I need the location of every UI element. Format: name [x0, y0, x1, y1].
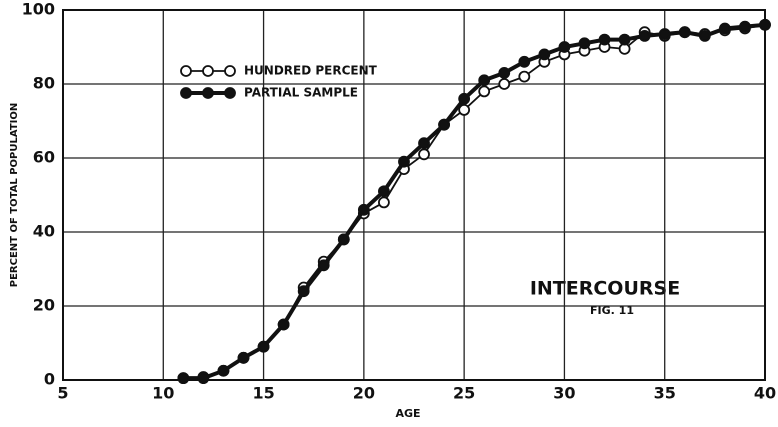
annotation: FIG. 11	[590, 304, 634, 317]
y-tick-label: 40	[33, 222, 55, 241]
legend-label: PARTIAL SAMPLE	[244, 86, 358, 100]
data-point	[478, 74, 491, 87]
plot-frame	[62, 9, 766, 381]
y-tick-label: 100	[22, 0, 55, 19]
data-point	[277, 318, 290, 331]
legend-marker	[224, 65, 236, 77]
x-tick-label: 25	[453, 384, 475, 403]
legend-marker	[180, 87, 192, 99]
data-point	[739, 20, 751, 33]
data-point	[518, 70, 531, 83]
data-point	[217, 364, 230, 377]
data-point	[418, 137, 430, 150]
data-point	[257, 340, 270, 353]
series-line	[183, 23, 766, 380]
legend-label: HUNDRED PERCENT	[244, 64, 378, 78]
data-point	[538, 48, 551, 61]
data-point	[337, 233, 350, 246]
annotation: INTERCOURSE	[530, 278, 680, 300]
data-point	[418, 148, 430, 161]
legend-marker	[224, 87, 236, 99]
data-point	[177, 372, 190, 385]
data-point	[598, 33, 611, 46]
data-point	[357, 203, 370, 216]
data-point	[237, 351, 250, 364]
data-point	[458, 104, 471, 116]
data-point	[378, 196, 390, 209]
data-point	[398, 155, 410, 168]
data-point	[618, 33, 631, 46]
x-tick-label: 35	[654, 384, 676, 403]
y-tick-label: 0	[44, 370, 55, 389]
data-point	[438, 118, 450, 131]
legend-marker	[202, 65, 214, 77]
legend-marker	[202, 87, 214, 99]
x-tick-label: 5	[57, 384, 68, 403]
data-point	[578, 37, 591, 50]
x-tick-label: 30	[553, 384, 575, 403]
data-point	[197, 372, 210, 385]
data-point	[297, 285, 310, 298]
y-tick-label: 60	[33, 148, 55, 167]
x-tick-label: 10	[152, 384, 174, 403]
data-point	[678, 26, 691, 39]
data-point	[698, 30, 711, 42]
data-point	[638, 30, 651, 42]
data-point	[478, 85, 491, 98]
data-point	[317, 259, 330, 272]
y-tick-label: 80	[33, 74, 55, 93]
x-tick-label: 20	[353, 384, 375, 403]
x-tick-label: 40	[754, 384, 776, 403]
y-tick-label: 20	[33, 296, 55, 315]
y-axis-label: PERCENT OF TOTAL POPULATION	[9, 103, 20, 288]
x-tick-label: 15	[252, 384, 274, 403]
data-point	[458, 92, 471, 105]
data-point	[378, 185, 390, 198]
x-axis-label: AGE	[395, 407, 420, 420]
series-line	[183, 22, 766, 381]
data-point	[558, 41, 571, 53]
legend-marker	[180, 65, 192, 77]
data-point	[658, 28, 671, 40]
data-point	[498, 67, 511, 79]
data-point	[718, 22, 731, 35]
data-point	[518, 55, 531, 68]
data-point	[759, 18, 771, 31]
data-point	[498, 78, 511, 90]
